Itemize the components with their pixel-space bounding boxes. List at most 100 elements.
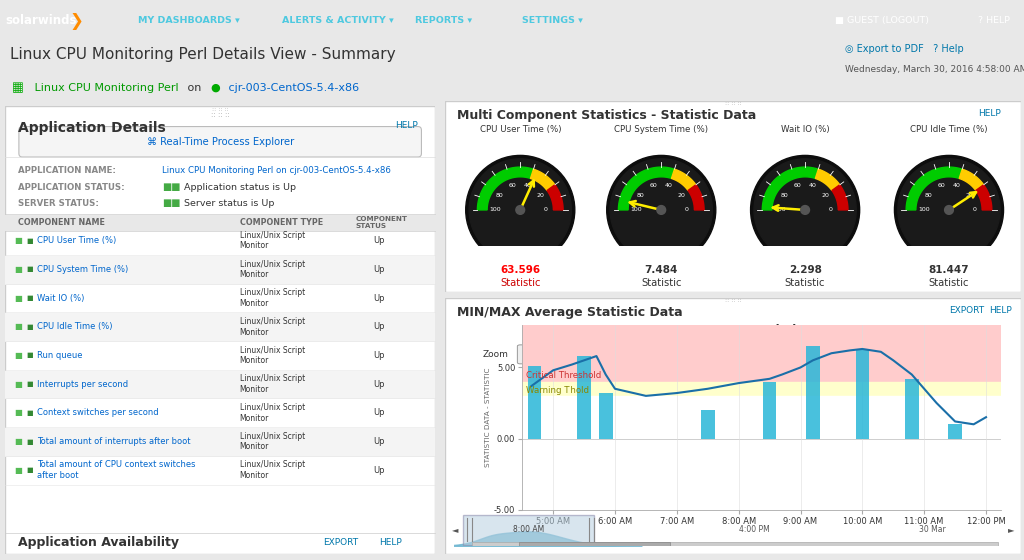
Text: ►: ►	[1008, 525, 1015, 534]
Text: Application Details: Application Details	[18, 121, 166, 135]
Text: Context switches per second: Context switches per second	[37, 408, 159, 417]
Text: ■: ■	[27, 438, 33, 445]
Bar	[522, 325, 1001, 382]
FancyBboxPatch shape	[5, 215, 435, 231]
Text: HELP: HELP	[989, 306, 1012, 315]
Text: ■: ■	[14, 466, 23, 475]
FancyBboxPatch shape	[517, 345, 551, 364]
Bar	[701, 410, 715, 438]
Text: ■: ■	[14, 323, 23, 332]
Text: CPU User Time (%): CPU User Time (%)	[479, 125, 561, 134]
Text: 81.447: 81.447	[929, 264, 970, 274]
Text: 30 Mar: 30 Mar	[919, 525, 946, 534]
FancyBboxPatch shape	[18, 127, 422, 157]
Text: on: on	[184, 83, 205, 93]
Text: 1h: 1h	[528, 350, 540, 359]
Text: APPLICATION STATUS:: APPLICATION STATUS:	[18, 183, 125, 192]
Text: ■■: ■■	[162, 198, 180, 208]
Text: Total amount of CPU context switches
after boot: Total amount of CPU context switches aft…	[37, 460, 196, 480]
Text: ■: ■	[14, 408, 23, 417]
Text: ■: ■	[27, 267, 33, 273]
Text: Warning T hold: Warning T hold	[526, 386, 589, 395]
FancyBboxPatch shape	[519, 542, 670, 546]
Text: 24h: 24h	[586, 350, 602, 359]
FancyBboxPatch shape	[5, 314, 435, 342]
Text: 8:00 AM: 8:00 AM	[513, 525, 545, 534]
Text: Linux/Unix Script
Monitor: Linux/Unix Script Monitor	[240, 346, 305, 365]
Text: ■: ■	[27, 410, 33, 416]
Text: Server status is Up: Server status is Up	[183, 199, 274, 208]
Bar	[855, 349, 869, 438]
FancyBboxPatch shape	[445, 101, 1021, 292]
Text: Linux/Unix Script
Monitor: Linux/Unix Script Monitor	[240, 432, 305, 451]
Text: Linux CPU Monitoring Perl on cjr-003-CentOS-5.4-x86: Linux CPU Monitoring Perl on cjr-003-Cen…	[162, 166, 391, 175]
Bar	[578, 356, 591, 438]
Text: Linux CPU Monitoring Perl: Linux CPU Monitoring Perl	[31, 83, 178, 93]
Text: ■: ■	[27, 238, 33, 244]
Text: Statistic: Statistic	[784, 278, 825, 287]
Text: REPORTS ▾: REPORTS ▾	[415, 16, 472, 25]
Text: Up: Up	[373, 236, 384, 245]
Text: ■: ■	[27, 295, 33, 301]
Text: ■: ■	[27, 381, 33, 387]
Text: Multi Component Statistics - Statistic Data: Multi Component Statistics - Statistic D…	[457, 109, 756, 123]
Text: HELP: HELP	[379, 538, 402, 547]
Text: ■: ■	[27, 324, 33, 330]
Text: Application status is Up: Application status is Up	[183, 183, 296, 192]
Bar	[527, 366, 542, 438]
Text: ●: ●	[210, 83, 220, 93]
Text: :: :: ::: :: :: ::	[725, 101, 741, 106]
Text: Critical Threshold: Critical Threshold	[526, 371, 601, 380]
Text: Up: Up	[373, 380, 384, 389]
Text: cjr-003-CentOS-5.4-x86: cjr-003-CentOS-5.4-x86	[225, 83, 359, 93]
Text: CPU Idle Time (%): CPU Idle Time (%)	[37, 323, 113, 332]
Text: COMPONENT TYPE: COMPONENT TYPE	[240, 218, 323, 227]
Text: 7.484: 7.484	[644, 264, 678, 274]
Text: ⌘ Real-Time Process Explorer: ⌘ Real-Time Process Explorer	[146, 137, 294, 147]
Text: ■■: ■■	[162, 182, 180, 192]
Text: Statistic: Statistic	[929, 278, 970, 287]
Text: Linux/Unix Script
Monitor: Linux/Unix Script Monitor	[240, 260, 305, 279]
Text: ■ GUEST (LOGOUT): ■ GUEST (LOGOUT)	[835, 16, 929, 25]
Text: CPU System Time (%): CPU System Time (%)	[37, 265, 129, 274]
Text: ▦: ▦	[12, 81, 24, 94]
Text: ■: ■	[14, 437, 23, 446]
Text: Wait IO (%): Wait IO (%)	[37, 293, 85, 302]
Text: Up: Up	[373, 323, 384, 332]
Text: :: :: ::: :: :: ::	[212, 108, 228, 113]
FancyBboxPatch shape	[578, 345, 610, 364]
Text: Wait IO (%): Wait IO (%)	[781, 125, 829, 134]
Text: Linux/Unix Script
Monitor: Linux/Unix Script Monitor	[240, 231, 305, 250]
Text: ■: ■	[14, 265, 23, 274]
Text: :: :: ::: :: :: ::	[725, 298, 741, 304]
Text: ■: ■	[27, 352, 33, 358]
Bar	[522, 396, 1001, 510]
Text: EXPORT: EXPORT	[949, 306, 984, 315]
Text: Total amount of interrupts after boot: Total amount of interrupts after boot	[37, 437, 190, 446]
Text: ALERTS & ACTIVITY ▾: ALERTS & ACTIVITY ▾	[282, 16, 393, 25]
Text: Up: Up	[373, 408, 384, 417]
Text: Linux CPU Monitoring Perl Details View - Summary: Linux CPU Monitoring Perl Details View -…	[10, 47, 396, 62]
Text: Up: Up	[373, 351, 384, 360]
Text: Run queue - Statistic: Run queue - Statistic	[664, 324, 803, 337]
Text: :: :: ::: :: :: ::	[211, 112, 229, 118]
Text: MIN/MAX Average Statistic Data: MIN/MAX Average Statistic Data	[457, 306, 683, 319]
FancyBboxPatch shape	[463, 515, 594, 545]
Text: Linux/Unix Script
Monitor: Linux/Unix Script Monitor	[240, 375, 305, 394]
FancyBboxPatch shape	[472, 542, 998, 546]
FancyBboxPatch shape	[547, 345, 581, 364]
Text: Linux/Unix Script
Monitor: Linux/Unix Script Monitor	[240, 317, 305, 337]
FancyBboxPatch shape	[5, 428, 435, 457]
Text: Wednesday, March 30, 2016 4:58:00 AM: Wednesday, March 30, 2016 4:58:00 AM	[845, 66, 1024, 74]
FancyBboxPatch shape	[5, 371, 435, 399]
Text: Statistic: Statistic	[641, 278, 682, 287]
Text: ■: ■	[14, 351, 23, 360]
Text: HELP: HELP	[395, 121, 418, 130]
FancyBboxPatch shape	[5, 106, 435, 554]
Bar	[806, 346, 819, 438]
Text: SETTINGS ▾: SETTINGS ▾	[522, 16, 583, 25]
Text: MY DASHBOARDS ▾: MY DASHBOARDS ▾	[138, 16, 240, 25]
Text: ◎ Export to PDF   ? Help: ◎ Export to PDF ? Help	[845, 44, 964, 54]
Text: ■: ■	[27, 467, 33, 473]
Text: Interrupts per second: Interrupts per second	[37, 380, 128, 389]
